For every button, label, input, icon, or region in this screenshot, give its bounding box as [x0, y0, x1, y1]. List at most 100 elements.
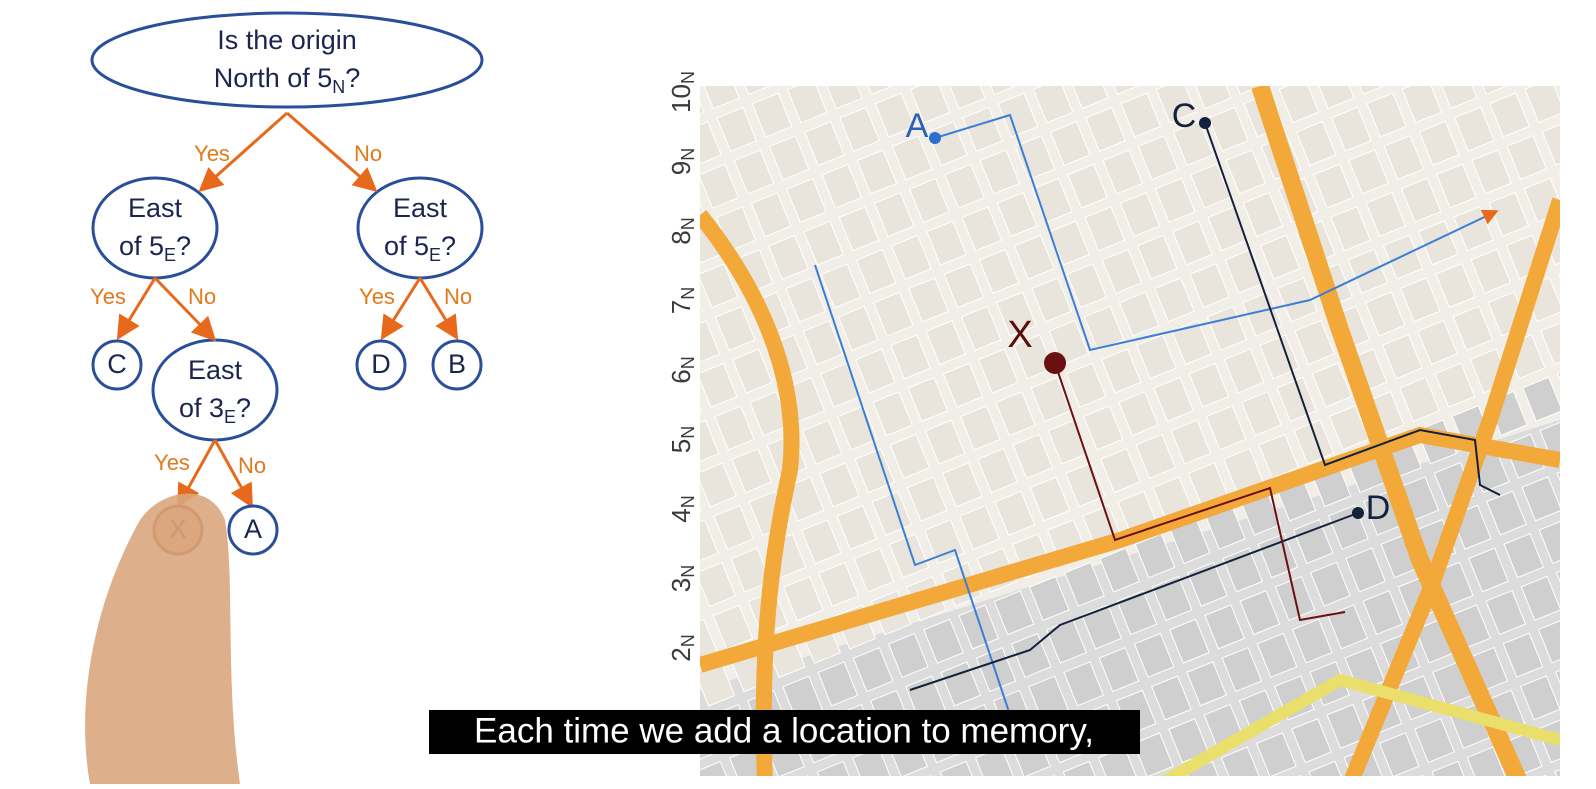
- block: [1417, 319, 1458, 365]
- tree-leaf: [431, 339, 483, 391]
- block: [1403, 0, 1442, 23]
- leaf-label: A: [244, 514, 262, 544]
- block: [574, 463, 613, 507]
- block: [1172, 220, 1213, 266]
- block: [626, 491, 665, 535]
- block: [841, 8, 880, 52]
- block: [923, 519, 965, 565]
- node-text: of 5E?: [384, 231, 456, 265]
- block: [1139, 36, 1178, 80]
- block: [505, 292, 544, 336]
- block: [504, 392, 543, 436]
- block: [1278, 86, 1320, 124]
- block: [506, 193, 545, 237]
- block: [557, 420, 596, 464]
- map: A C X D: [504, 0, 1596, 784]
- block: [1133, 632, 1175, 678]
- block: [1241, 390, 1282, 437]
- block: [1537, 618, 1560, 664]
- tree-leaf: [355, 339, 407, 391]
- block: [1153, 376, 1195, 422]
- block: [768, 135, 810, 181]
- block: [1118, 291, 1160, 337]
- block: [541, 179, 580, 223]
- block: [1032, 86, 1074, 124]
- block: [1558, 262, 1560, 309]
- label-number: 4: [666, 508, 696, 522]
- block: [1543, 22, 1582, 66]
- block: [925, 320, 967, 366]
- block: [1522, 376, 1560, 422]
- block: [1016, 36, 1055, 80]
- block: [1262, 36, 1301, 80]
- block: [1049, 120, 1091, 167]
- block: [1526, 0, 1565, 23]
- label-number: 5: [666, 439, 696, 453]
- block: [923, 618, 964, 664]
- block: [1452, 305, 1494, 351]
- block: [908, 277, 950, 323]
- block: [1150, 774, 1192, 776]
- block: [996, 192, 1038, 238]
- block: [890, 334, 931, 380]
- label-number: 3: [666, 578, 696, 592]
- tree-edge: [418, 277, 459, 341]
- block: [659, 776, 698, 784]
- block: [1381, 334, 1423, 380]
- block: [940, 661, 982, 707]
- block: [714, 405, 755, 451]
- block: [700, 519, 719, 565]
- block: [1491, 0, 1530, 37]
- block: [1315, 0, 1354, 9]
- block: [716, 106, 758, 153]
- block: [873, 192, 915, 238]
- block: [1574, 605, 1596, 649]
- block: [1540, 319, 1560, 365]
- block: [1029, 476, 1071, 522]
- block: [944, 163, 986, 209]
- point-label: D: [1366, 489, 1391, 527]
- block: [1186, 661, 1228, 707]
- y-axis-label: 5N: [666, 426, 698, 453]
- block: [593, 307, 632, 351]
- tree-edge: [198, 111, 288, 192]
- block: [593, 207, 632, 251]
- tree-edge: [286, 111, 378, 192]
- block: [911, 0, 950, 23]
- block: [909, 177, 950, 224]
- block: [1555, 561, 1560, 607]
- block: [1259, 234, 1301, 280]
- block: [1066, 263, 1108, 309]
- block: [559, 122, 598, 166]
- block: [768, 234, 809, 280]
- tree-leaf: [227, 504, 279, 556]
- block: [609, 449, 648, 493]
- route-c: [1204, 122, 1501, 496]
- block: [1063, 661, 1105, 707]
- point-x: [1044, 352, 1066, 374]
- block: [801, 519, 842, 565]
- block: [1399, 376, 1440, 422]
- block: [750, 192, 792, 238]
- block: [628, 292, 667, 336]
- block: [816, 760, 858, 776]
- block: [786, 177, 827, 224]
- node-text-tail: ?: [176, 231, 191, 261]
- block: [855, 248, 897, 295]
- label-number: 10: [666, 84, 696, 113]
- block: [1573, 704, 1596, 748]
- block: [1414, 717, 1455, 764]
- block: [1010, 632, 1052, 678]
- block: [1396, 774, 1437, 776]
- block: [887, 632, 929, 679]
- block: [874, 92, 916, 138]
- block: [1293, 419, 1335, 465]
- block: [783, 476, 825, 522]
- block: [946, 0, 985, 9]
- point-label: X: [1007, 314, 1032, 356]
- y-axis-label: 6N: [666, 356, 698, 383]
- block: [960, 305, 1002, 351]
- point-a: [929, 132, 941, 144]
- edge-label: Yes: [154, 450, 190, 475]
- block: [959, 504, 1000, 551]
